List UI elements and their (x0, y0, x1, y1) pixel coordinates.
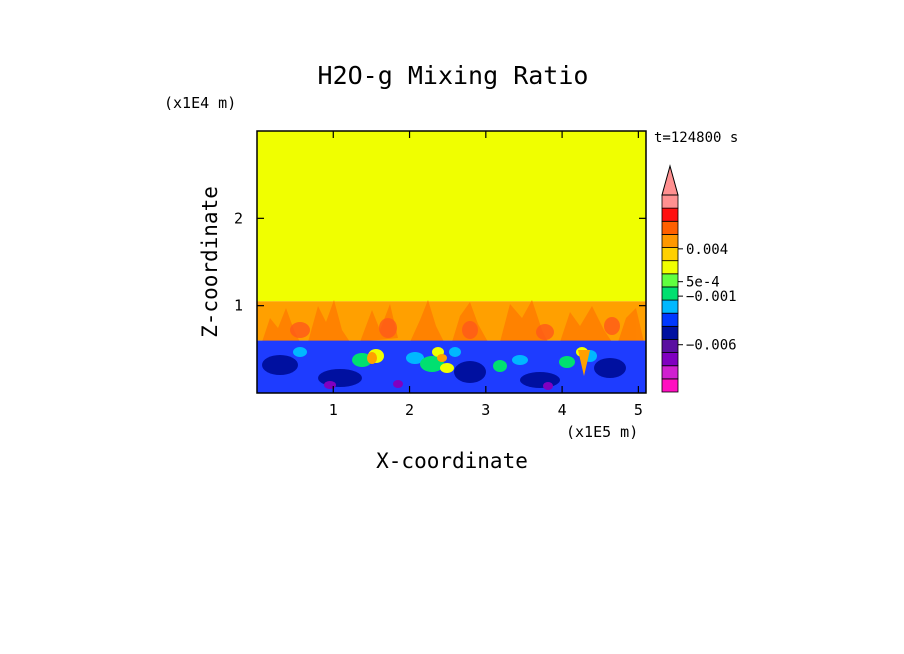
colorbar-swatch (661, 260, 679, 275)
colorbar-swatch (661, 286, 679, 301)
colorbar-swatch (661, 325, 679, 340)
colorbar-swatch (661, 273, 679, 288)
colorbar-swatch (661, 233, 679, 248)
lower-layer-features (262, 347, 626, 390)
colorbar-label: −0.001 (686, 289, 737, 305)
colorbar-label: 0.004 (686, 242, 728, 258)
plot-area (257, 131, 646, 393)
x-axis-label: X-coordinate (376, 449, 528, 473)
y-axis-label: Z-coordinate (198, 186, 222, 338)
x-axis: 1 2 3 4 5 (x1E5 m) X-coordinate (329, 131, 643, 473)
x-tick-label: 5 (634, 401, 643, 419)
colorbar-swatch (661, 365, 679, 380)
colorbar-label: −0.006 (686, 338, 737, 354)
y-tick-label: 2 (234, 209, 243, 227)
colorbar-swatch (661, 220, 679, 235)
y-tick-label: 1 (234, 297, 243, 315)
colorbar-swatch (661, 247, 679, 262)
x-scale-label: (x1E5 m) (566, 423, 638, 441)
y-scale-label: (x1E4 m) (164, 94, 236, 112)
transition-highlights (290, 317, 620, 340)
colorbar-label: 5e-4 (686, 275, 720, 291)
y-axis: 1 2 Z-coordinate (198, 186, 646, 338)
x-tick-label: 4 (558, 401, 567, 419)
time-label: t=124800 s (654, 130, 738, 146)
chart-title: H2O-g Mixing Ratio (318, 61, 589, 90)
colorbar-swatch (661, 339, 679, 354)
x-tick-label: 1 (329, 401, 338, 419)
colorbar-swatch (661, 207, 679, 222)
x-tick-label: 3 (481, 401, 490, 419)
colorbar-swatch (661, 312, 679, 327)
colorbar-swatch (661, 194, 679, 209)
colorbar-swatch (661, 352, 679, 367)
colorbar-swatch (661, 378, 679, 393)
region-upper-layer (257, 131, 646, 302)
x-tick-label: 2 (405, 401, 414, 419)
plot-frame (256, 130, 647, 394)
colorbar-extend-arrow (661, 164, 679, 196)
colorbar-swatch (661, 299, 679, 314)
colorbar: 0.004 5e-4−0.001 −0.006 (661, 164, 737, 393)
